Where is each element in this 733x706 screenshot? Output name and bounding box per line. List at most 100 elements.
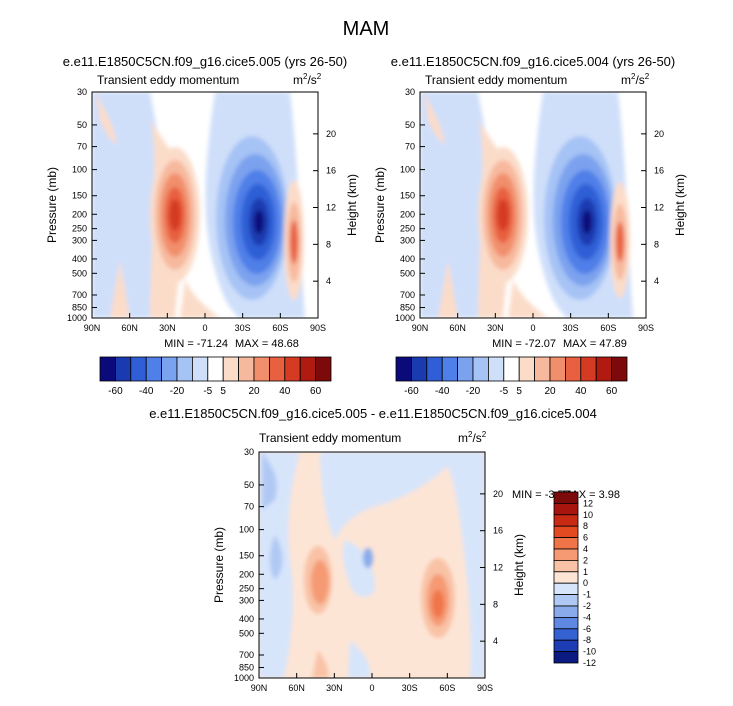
y-tick-label: 700: [239, 650, 254, 660]
colorbar-swatch: [553, 582, 579, 596]
panel-1-contour-field: [92, 92, 318, 318]
colorbar-label: 60: [606, 386, 618, 397]
panel-3-subtitle: Transient eddy momentum: [259, 431, 401, 445]
y-tick-label: 700: [72, 290, 87, 300]
y-tick-label: 150: [72, 191, 87, 201]
x-tick-label: 90N: [84, 323, 101, 333]
colorbar-swatch: [472, 356, 489, 382]
y-tick-label: 400: [400, 254, 415, 264]
y-right-axis-label: Height (km): [345, 174, 359, 236]
colorbar-label: 4: [583, 544, 588, 554]
figure-title: MAM: [343, 18, 390, 40]
colorbar-swatch: [238, 356, 255, 382]
colorbar-swatch: [553, 502, 579, 516]
y-right-axis-label: Height (km): [512, 534, 526, 596]
x-tick-label: 30N: [326, 683, 343, 693]
colorbar-swatch: [553, 639, 579, 653]
colorbar-swatch: [611, 356, 628, 382]
x-tick-label: 60S: [272, 323, 288, 333]
colorbar-swatch: [553, 548, 579, 561]
colorbar-swatch: [253, 356, 270, 382]
colorbar-label: 20: [248, 386, 260, 397]
colorbar-swatch: [534, 356, 551, 382]
colorbar-swatch: [115, 356, 132, 382]
colorbar-label: 20: [544, 386, 556, 397]
colorbar-swatch: [191, 356, 209, 382]
colorbar-label: -10: [583, 647, 596, 657]
x-tick-label: 90S: [477, 683, 493, 693]
colorbar-label: -6: [583, 624, 591, 634]
y-right-tick-label: 12: [326, 203, 336, 213]
y-tick-label: 1000: [234, 673, 254, 683]
colorbar-swatch: [176, 356, 193, 382]
panel-1-axes: 90N 60N 30N 0 30S 60S 90S 30 50 70 100 150 200 250300…: [45, 87, 359, 333]
colorbar-swatch: [426, 356, 443, 382]
panel-3-title: e.e11.E1850C5CN.f09_g16.cice5.005 - e.e1…: [149, 406, 597, 421]
y-tick-label: 300: [72, 235, 87, 245]
y-right-tick-label: 8: [493, 599, 498, 609]
y-tick-label: 70: [77, 142, 87, 152]
colorbar-label: 40: [279, 386, 291, 397]
colorbar-label: -20: [170, 386, 185, 397]
x-tick-label: 30S: [235, 323, 251, 333]
x-tick-label: 60N: [449, 323, 466, 333]
colorbar-swatch: [553, 617, 579, 630]
colorbar-swatch: [553, 514, 579, 527]
colorbar-label: -4: [583, 612, 591, 622]
x-tick-label: 0: [369, 683, 374, 693]
colorbar-label: -60: [404, 386, 419, 397]
x-tick-label: 30N: [487, 323, 504, 333]
colorbar-swatch: [553, 537, 579, 550]
y-tick-label: 50: [405, 120, 415, 130]
colorbar-swatch: [284, 356, 301, 382]
colorbar-label: 6: [583, 533, 588, 543]
colorbar-swatch: [595, 356, 613, 382]
panel-3: e.e11.E1850C5CN.f09_g16.cice5.005 - e.e1…: [149, 406, 620, 693]
colorbar-swatch: [549, 356, 566, 382]
panel-1-title: e.e11.E1850C5CN.f09_g16.cice5.005 (yrs 2…: [63, 54, 348, 69]
x-tick-label: 90N: [251, 683, 268, 693]
y-right-tick-label: 4: [654, 276, 659, 286]
panel-2-min-label: MIN = -72.07: [492, 338, 556, 350]
y-tick-label: 300: [400, 235, 415, 245]
colorbar-label: -60: [108, 386, 123, 397]
y-right-axis-label: Height (km): [673, 174, 687, 236]
y-right-tick-label: 8: [654, 239, 659, 249]
colorbar-swatch: [553, 628, 579, 641]
colorbar-swatch: [222, 356, 239, 382]
x-tick-label: 30S: [563, 323, 579, 333]
panel-2-contour-field: [420, 92, 646, 318]
panel-2-max-label: MAX = 47.89: [563, 338, 627, 350]
x-tick-label: 60N: [288, 683, 305, 693]
colorbar-label: 40: [575, 386, 587, 397]
y-right-tick-label: 4: [326, 276, 331, 286]
x-tick-label: 90S: [310, 323, 326, 333]
panel-2-colorbar: -60 -40 -20 -5 5 20 40 60: [395, 356, 628, 397]
panel-3-contour-field: [259, 452, 485, 678]
panel-2-subtitle: Transient eddy momentum: [425, 73, 567, 87]
y-tick-label: 250: [239, 584, 254, 594]
colorbar-swatch: [553, 651, 579, 664]
y-tick-label: 200: [400, 209, 415, 219]
x-tick-label: 0: [202, 323, 207, 333]
colorbar-label: -40: [139, 386, 154, 397]
colorbar-swatch: [130, 356, 147, 382]
colorbar-swatch: [487, 356, 505, 382]
y-right-tick-label: 8: [326, 239, 331, 249]
y-tick-label: 250: [400, 224, 415, 234]
y-tick-label: 50: [77, 120, 87, 130]
panel-3-units: m2/s2: [458, 430, 487, 445]
panel-2-units: m2/s2: [621, 72, 650, 87]
y-tick-label: 30: [244, 447, 254, 457]
colorbar-label: 8: [583, 521, 588, 531]
panel-1-min-label: MIN = -71.24: [164, 338, 228, 350]
y-tick-label: 250: [72, 224, 87, 234]
colorbar-swatch: [145, 356, 162, 382]
colorbar-label: -40: [435, 386, 450, 397]
colorbar-swatch: [553, 491, 579, 504]
y-axis-label: Pressure (mb): [373, 167, 387, 243]
colorbar-label: 5: [220, 386, 226, 397]
